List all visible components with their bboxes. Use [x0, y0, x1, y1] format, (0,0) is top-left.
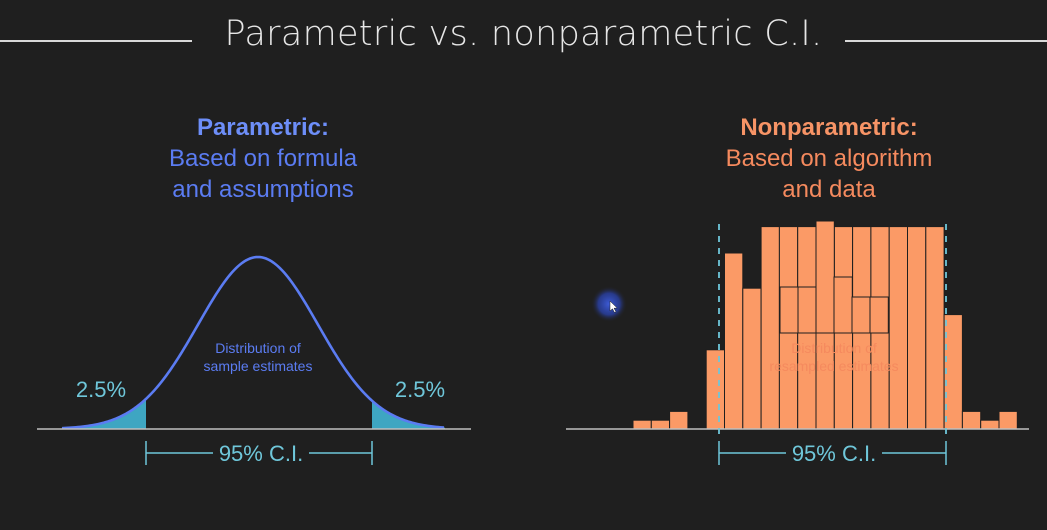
nonparametric-desc-line2: and data	[782, 176, 876, 203]
histogram-bar-lower	[961, 410, 982, 430]
parametric-ci-label: 95% C.I.	[219, 441, 303, 466]
histogram-bar-lower	[980, 419, 1000, 430]
left-tail-area	[62, 398, 146, 429]
parametric-desc-line1: Based on formula	[168, 145, 358, 172]
nonparametric-desc-line1: Based on algorithm	[725, 145, 933, 172]
histogram-bar-lower	[650, 419, 671, 430]
nonparametric-title: Nonparametric:	[740, 114, 918, 141]
histogram-bar-upper	[815, 220, 835, 334]
title-rule-left	[0, 40, 192, 42]
histogram-bar-lower	[669, 410, 689, 430]
nonparametric-dist-label-1: Distribution of	[791, 340, 877, 356]
parametric-title: Parametric:	[196, 114, 330, 141]
histogram-bar-lower	[705, 349, 726, 430]
parametric-ci-bracket	[145, 441, 373, 465]
parametric-dist-label-2: sample estimates	[204, 358, 313, 374]
resampled-histogram	[632, 220, 1018, 430]
histogram-bar-lower	[632, 419, 652, 430]
parametric-desc-line2: and assumptions	[172, 176, 354, 203]
nonparametric-heading: Nonparametric: Based on algorithm and da…	[649, 112, 1009, 205]
nonparametric-ci-label: 95% C.I.	[792, 441, 876, 466]
histogram-bar-lower	[907, 226, 927, 430]
histogram-bar-upper	[851, 296, 871, 334]
slide-title: Parametric vs. nonparametric C.I.	[224, 14, 823, 54]
mouse-pointer-icon	[609, 300, 618, 313]
histogram-bar-upper	[797, 286, 817, 334]
right-tail-percent: 2.5%	[395, 377, 445, 402]
title-rule-right	[845, 40, 1047, 42]
histogram-bar-lower	[742, 287, 762, 430]
histogram-bar-upper	[869, 296, 889, 334]
left-tail-percent: 2.5%	[76, 377, 126, 402]
histogram-bar-upper	[779, 286, 799, 334]
histogram-bar-lower	[760, 226, 780, 430]
nonparametric-ci-bracket	[718, 441, 947, 465]
histogram-bar-upper	[833, 276, 853, 334]
right-tail-area	[372, 400, 445, 429]
cursor-highlight	[591, 286, 627, 322]
histogram-bar-lower	[888, 226, 909, 430]
parametric-dist-label-1: Distribution of	[215, 340, 301, 356]
parametric-heading: Parametric: Based on formula and assumpt…	[83, 112, 443, 205]
histogram-bar-lower	[724, 252, 744, 430]
histogram-bar-lower	[925, 226, 945, 430]
histogram-bar-lower	[998, 410, 1018, 430]
normal-distribution-curve	[61, 255, 445, 430]
nonparametric-dist-label-2: resampled estimates	[769, 358, 898, 374]
